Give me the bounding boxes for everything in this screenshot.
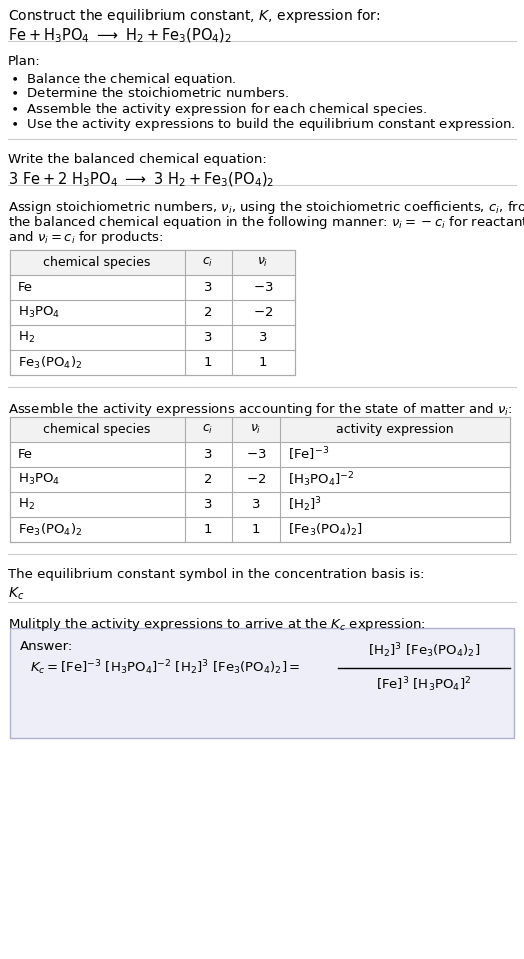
Text: $\bullet$  Balance the chemical equation.: $\bullet$ Balance the chemical equation. — [10, 71, 237, 88]
Text: $\mathrm{Fe_3(PO_4)_2}$: $\mathrm{Fe_3(PO_4)_2}$ — [18, 522, 82, 538]
Text: $[\mathrm{H_2}]^3$: $[\mathrm{H_2}]^3$ — [288, 495, 322, 514]
Text: 3: 3 — [204, 281, 212, 294]
Text: Answer:: Answer: — [20, 640, 73, 653]
Text: 2: 2 — [204, 473, 212, 486]
Text: $-2$: $-2$ — [253, 306, 273, 319]
Text: $K_c$: $K_c$ — [8, 586, 24, 602]
Text: $\mathrm{Fe + H_3PO_4 \ \longrightarrow \ H_2 + Fe_3(PO_4)_2}$: $\mathrm{Fe + H_3PO_4 \ \longrightarrow … — [8, 27, 232, 45]
Text: 1: 1 — [204, 356, 212, 369]
Text: $[\mathrm{H_2}]^3\ [\mathrm{Fe_3(PO_4)_2}]$: $[\mathrm{H_2}]^3\ [\mathrm{Fe_3(PO_4)_2… — [368, 642, 480, 661]
Text: 3: 3 — [259, 331, 267, 344]
Text: $c_i$: $c_i$ — [202, 423, 214, 436]
Bar — [10, 417, 510, 442]
Text: chemical species: chemical species — [43, 256, 151, 269]
Text: $[\mathrm{H_3PO_4}]^{-2}$: $[\mathrm{H_3PO_4}]^{-2}$ — [288, 470, 354, 489]
Text: Construct the equilibrium constant, $K$, expression for:: Construct the equilibrium constant, $K$,… — [8, 7, 380, 25]
Text: $\mathrm{Fe_3(PO_4)_2}$: $\mathrm{Fe_3(PO_4)_2}$ — [18, 355, 82, 370]
Bar — [10, 628, 514, 738]
Text: Plan:: Plan: — [8, 55, 41, 68]
Text: $\bullet$  Use the activity expressions to build the equilibrium constant expres: $\bullet$ Use the activity expressions t… — [10, 116, 516, 133]
Text: 3: 3 — [204, 498, 212, 511]
Text: $\mathrm{H_3PO_4}$: $\mathrm{H_3PO_4}$ — [18, 305, 60, 320]
Text: $\nu_i$: $\nu_i$ — [257, 256, 269, 269]
Text: 3: 3 — [204, 331, 212, 344]
Text: 2: 2 — [204, 306, 212, 319]
Text: Assemble the activity expressions accounting for the state of matter and $\nu_i$: Assemble the activity expressions accoun… — [8, 401, 512, 418]
Text: Write the balanced chemical equation:: Write the balanced chemical equation: — [8, 153, 267, 166]
Bar — [10, 250, 295, 375]
Text: Fe: Fe — [18, 281, 33, 294]
Text: $-3$: $-3$ — [246, 448, 266, 461]
Text: $\mathrm{H_2}$: $\mathrm{H_2}$ — [18, 330, 35, 345]
Text: $\bullet$  Assemble the activity expression for each chemical species.: $\bullet$ Assemble the activity expressi… — [10, 101, 427, 118]
Text: $-3$: $-3$ — [253, 281, 273, 294]
Text: The equilibrium constant symbol in the concentration basis is:: The equilibrium constant symbol in the c… — [8, 568, 424, 581]
Text: Fe: Fe — [18, 448, 33, 461]
Text: $\bullet$  Determine the stoichiometric numbers.: $\bullet$ Determine the stoichiometric n… — [10, 86, 289, 100]
Text: and $\nu_i = c_i$ for products:: and $\nu_i = c_i$ for products: — [8, 229, 163, 246]
Text: activity expression: activity expression — [336, 423, 454, 436]
Text: $\nu_i$: $\nu_i$ — [250, 423, 261, 436]
Bar — [10, 417, 510, 542]
Text: 1: 1 — [259, 356, 267, 369]
Text: $\mathrm{H_3PO_4}$: $\mathrm{H_3PO_4}$ — [18, 472, 60, 487]
Text: $c_i$: $c_i$ — [202, 256, 214, 269]
Text: the balanced chemical equation in the following manner: $\nu_i = -c_i$ for react: the balanced chemical equation in the fo… — [8, 214, 524, 231]
Bar — [10, 250, 295, 275]
Text: $-2$: $-2$ — [246, 473, 266, 486]
Text: 3: 3 — [252, 498, 260, 511]
Text: 1: 1 — [252, 523, 260, 536]
Text: Mulitply the activity expressions to arrive at the $K_c$ expression:: Mulitply the activity expressions to arr… — [8, 616, 426, 633]
Text: 3: 3 — [204, 448, 212, 461]
Text: $[\mathrm{Fe_3(PO_4)_2}]$: $[\mathrm{Fe_3(PO_4)_2}]$ — [288, 522, 363, 538]
Text: 1: 1 — [204, 523, 212, 536]
Text: $\mathrm{H_2}$: $\mathrm{H_2}$ — [18, 497, 35, 512]
Text: $\mathrm{3\ Fe + 2\ H_3PO_4 \ \longrightarrow \ 3\ H_2 + Fe_3(PO_4)_2}$: $\mathrm{3\ Fe + 2\ H_3PO_4 \ \longright… — [8, 171, 274, 189]
Text: chemical species: chemical species — [43, 423, 151, 436]
Text: $K_c = [\mathrm{Fe}]^{-3}\ [\mathrm{H_3PO_4}]^{-2}\ [\mathrm{H_2}]^3\ [\mathrm{F: $K_c = [\mathrm{Fe}]^{-3}\ [\mathrm{H_3P… — [30, 659, 300, 677]
Text: Assign stoichiometric numbers, $\nu_i$, using the stoichiometric coefficients, $: Assign stoichiometric numbers, $\nu_i$, … — [8, 199, 524, 216]
Text: $[\mathrm{Fe}]^3\ [\mathrm{H_3PO_4}]^2$: $[\mathrm{Fe}]^3\ [\mathrm{H_3PO_4}]^2$ — [376, 676, 472, 694]
Text: $[\mathrm{Fe}]^{-3}$: $[\mathrm{Fe}]^{-3}$ — [288, 446, 329, 463]
